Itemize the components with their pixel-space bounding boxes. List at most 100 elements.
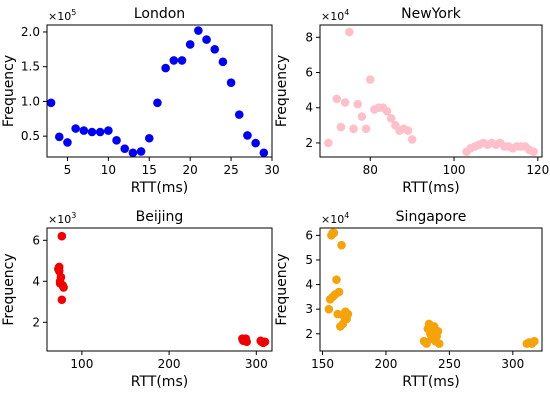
london-xtick-label-3: 20	[183, 163, 198, 177]
london-point-25	[251, 138, 260, 148]
singapore-ylabel: Frequency	[274, 253, 290, 325]
london-point-12	[144, 133, 154, 143]
london-xtick-label-1: 10	[101, 163, 116, 177]
singapore-ytick-label-3: 5	[305, 253, 313, 267]
singapore-y-multiplier: ×104	[321, 211, 349, 226]
newyork-ytick-label-3: 8	[305, 30, 313, 44]
singapore-xlabel: RTT(ms)	[402, 374, 459, 390]
beijing-ylabel: Frequency	[1, 253, 17, 325]
chart-singapore: 150 200 250 300 2 3 4 5 6 Singapore RTT(ms) Frequen…	[274, 209, 543, 390]
newyork-xtick-label-0: 80	[363, 163, 378, 177]
london-xtick-label-4: 25	[223, 163, 238, 177]
london-point-2	[63, 138, 72, 147]
london-ytick-label-0: 0.5	[21, 129, 40, 143]
beijing-xtick-label-1: 200	[158, 357, 181, 371]
singapore-point-16	[343, 309, 353, 319]
london-point-19	[202, 35, 211, 44]
beijing-ytick-label-0: 2	[32, 315, 40, 329]
london-point-6	[95, 127, 105, 137]
newyork-point-18	[403, 126, 413, 135]
london-xtick-label-5: 30	[264, 163, 279, 177]
newyork-point-9	[365, 75, 375, 84]
singapore-axes-frame	[319, 227, 543, 352]
newyork-ylabel: Frequency	[274, 55, 290, 127]
london-point-15	[169, 56, 179, 65]
singapore-point-5	[329, 228, 339, 238]
beijing-point-5	[56, 272, 66, 282]
london-point-26	[259, 148, 269, 158]
london-ytick-label-1: 1.0	[21, 94, 40, 108]
london-xlabel: RTT(ms)	[131, 180, 188, 196]
london-point-4	[79, 126, 89, 135]
beijing-ytick-label-1: 4	[32, 274, 40, 288]
beijing-xtick-label-0: 100	[70, 357, 93, 371]
singapore-ytick-label-4: 6	[305, 228, 313, 242]
singapore-xtick-label-2: 250	[438, 357, 461, 371]
singapore-title: Singapore	[396, 209, 467, 225]
singapore-point-0	[324, 304, 334, 314]
singapore-ytick-label-1: 3	[305, 302, 313, 316]
london-point-10	[128, 148, 138, 158]
london-point-22	[226, 78, 236, 87]
london-point-21	[218, 57, 228, 67]
newyork-point-7	[357, 112, 367, 121]
beijing-ytick-label-2: 6	[32, 233, 40, 247]
chart-newyork: 80 100 120 2 4 6 8 NewYork RTT(ms) Frequency ×104	[274, 6, 549, 196]
chart-london: 5 10 15 20 25 30 0.5 1.0 1.5 2.0 London RTT(ms) Freq…	[1, 6, 280, 196]
newyork-point-5	[349, 124, 358, 134]
newyork-ytick-label-1: 4	[305, 101, 313, 115]
singapore-ytick-label-0: 2	[305, 327, 313, 341]
newyork-point-4	[345, 27, 354, 37]
singapore-point-27	[433, 327, 443, 336]
london-point-0	[46, 98, 56, 108]
london-y-multiplier: ×105	[48, 8, 76, 23]
singapore-point-9	[334, 287, 344, 297]
london-point-5	[87, 127, 97, 137]
london-point-14	[161, 63, 170, 73]
london-ytick-label-3: 2.0	[21, 25, 40, 39]
london-axes-frame	[46, 24, 273, 158]
singapore-point-28	[434, 339, 444, 348]
singapore-xtick-label-1: 200	[375, 357, 398, 371]
london-ylabel: Frequency	[1, 55, 17, 127]
london-title: London	[134, 6, 185, 22]
beijing-xlabel: RTT(ms)	[131, 374, 188, 390]
newyork-ytick-label-2: 6	[305, 66, 313, 80]
london-xtick-label-2: 15	[142, 163, 157, 177]
london-point-23	[234, 110, 244, 119]
london-point-20	[210, 45, 220, 54]
newyork-y-multiplier: ×104	[321, 8, 349, 23]
london-point-1	[54, 132, 64, 142]
chart-beijing: 100 200 300 2 4 6 Beijing RTT(ms) Frequency ×103	[1, 209, 273, 390]
newyork-axes-frame	[319, 24, 543, 158]
london-point-16	[177, 56, 187, 65]
singapore-point-7	[332, 275, 341, 284]
london-points	[46, 26, 269, 158]
london-point-18	[194, 26, 203, 35]
newyork-point-2	[336, 122, 346, 132]
beijing-point-9	[59, 283, 68, 292]
newyork-xlabel: RTT(ms)	[402, 180, 459, 196]
london-point-11	[136, 147, 146, 156]
beijing-xtick-label-2: 300	[245, 357, 268, 371]
newyork-point-14	[386, 113, 396, 123]
beijing-point-7	[57, 231, 67, 241]
beijing-y-multiplier: ×103	[48, 211, 76, 226]
newyork-point-8	[361, 124, 371, 134]
newyork-ytick-label-0: 2	[305, 136, 313, 150]
newyork-title: NewYork	[401, 6, 462, 22]
london-point-9	[120, 144, 130, 153]
newyork-point-0	[324, 138, 333, 148]
newyork-point-6	[353, 99, 363, 109]
beijing-point-6	[57, 295, 67, 305]
beijing-point-15	[242, 337, 252, 347]
singapore-ytick-label-2: 4	[305, 278, 313, 292]
london-point-3	[71, 124, 80, 133]
newyork-xtick-label-2: 120	[526, 163, 549, 177]
london-ytick-label-2: 1.5	[21, 60, 40, 74]
singapore-point-11	[337, 240, 346, 250]
newyork-point-36	[529, 147, 538, 157]
beijing-point-19	[260, 337, 270, 347]
london-point-24	[243, 131, 252, 140]
